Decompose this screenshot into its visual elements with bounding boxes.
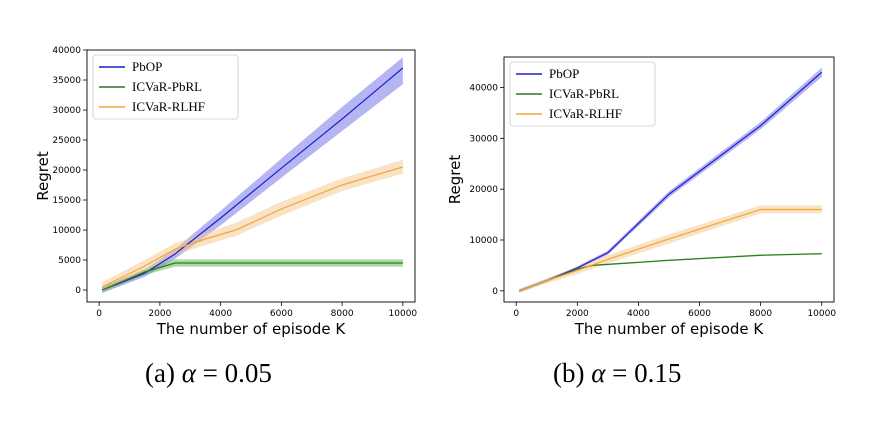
y-tick-label: 40000 (469, 83, 498, 93)
x-tick-label: 0 (96, 309, 102, 319)
legend-label: PbOP (132, 59, 162, 74)
legend: PbOP ICVaR-PbRL ICVaR-RLHF (92, 54, 239, 120)
x-tick-label: 8000 (749, 309, 772, 319)
caption-a-equals: = (202, 358, 218, 388)
caption-b-equals: = (612, 358, 628, 388)
x-tick-label: 0 (513, 309, 519, 319)
x-tick-label: 6000 (270, 309, 293, 319)
y-axis-label: Regret (34, 151, 52, 201)
legend-box (92, 54, 239, 120)
x-tick-label: 10000 (807, 309, 836, 319)
y-tick-label: 0 (75, 286, 81, 296)
x-tick-label: 2000 (148, 309, 171, 319)
legend: PbOP ICVaR-PbRL ICVaR-RLHF (509, 61, 656, 127)
y-tick-label: 10000 (52, 226, 81, 236)
series-band-icvar-rlhf (102, 159, 403, 292)
chart-a: 0 2000 4000 6000 8000 10000 0 5000 10000 15000 200… (34, 46, 418, 338)
x-tick-label: 4000 (209, 309, 232, 319)
x-tick-label: 6000 (688, 309, 711, 319)
legend-label: ICVaR-RLHF (132, 99, 205, 114)
y-tick-label: 20000 (52, 166, 81, 176)
y-tick-label: 25000 (52, 136, 81, 146)
caption-b-symbol: α (591, 358, 606, 388)
x-axis-label: The number of episode K (156, 320, 347, 338)
series-band-icvar-rlhf (519, 205, 822, 293)
x-axis-label: The number of episode K (574, 320, 765, 338)
y-axis-label: Regret (446, 155, 464, 205)
y-tick-label: 10000 (469, 236, 498, 246)
plot-frame (503, 56, 835, 303)
caption-a-symbol: α (181, 358, 196, 388)
x-tick-label: 10000 (389, 309, 418, 319)
series-line-icvar-rlhf (519, 208, 822, 292)
y-tick-label: 40000 (52, 46, 81, 56)
legend-label: ICVaR-PbRL (132, 79, 202, 94)
series-line-icvar-rlhf (101, 166, 404, 288)
legend-label: ICVaR-RLHF (549, 106, 622, 121)
series-line-icvar-pbrl (101, 262, 403, 291)
y-tick-label: 35000 (52, 76, 81, 86)
y-tick-label: 20000 (469, 185, 498, 195)
series-line-pbop (101, 67, 404, 291)
x-tick-label: 8000 (331, 309, 354, 319)
caption-a-value: 0.05 (224, 358, 272, 388)
x-tick-label: 2000 (566, 309, 589, 319)
caption-b-value: 0.15 (634, 358, 682, 388)
y-tick-label: 5000 (58, 256, 81, 266)
caption-b-letter: (b) (553, 358, 585, 388)
x-tick-label: 4000 (627, 309, 650, 319)
caption-b: (b) α = 0.15 (553, 358, 681, 389)
y-tick-label: 30000 (52, 106, 81, 116)
caption-a: (a) α = 0.05 (145, 358, 272, 389)
caption-a-letter: (a) (145, 358, 175, 388)
y-tick-label: 0 (492, 287, 498, 297)
chart-b: 0 2000 4000 6000 8000 10000 0 10000 20000 30000 40… (446, 56, 836, 338)
legend-box (509, 61, 656, 127)
y-tick-label: 15000 (52, 196, 81, 206)
legend-label: PbOP (549, 66, 579, 81)
legend-label: ICVaR-PbRL (549, 86, 619, 101)
plot-frame (86, 49, 416, 303)
y-tick-label: 30000 (469, 134, 498, 144)
